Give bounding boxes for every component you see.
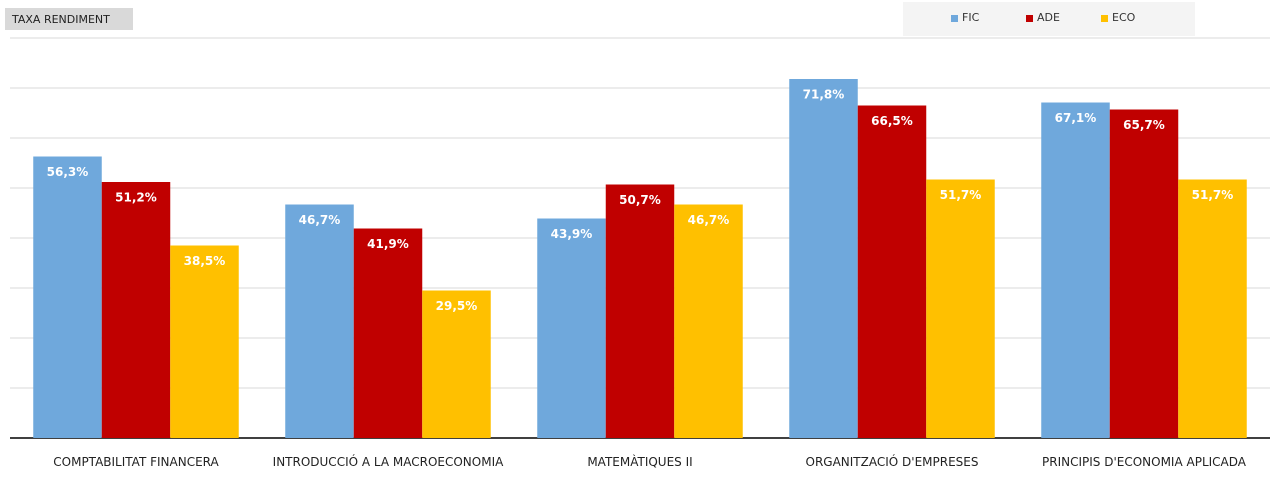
x-tick-label: PRINCIPIS D'ECONOMIA APLICADA [1042,455,1246,469]
bar [926,179,995,438]
x-tick-label: ORGANITZACIÓ D'EMPRESES [805,455,979,469]
legend-label: ADE [1037,11,1060,24]
legend-label: FIC [962,11,980,24]
value-label: 51,7% [940,188,982,202]
legend-swatch [1026,15,1033,22]
value-label: 71,8% [803,88,845,102]
value-label: 38,5% [184,254,226,268]
x-tick-label: MATEMÀTIQUES II [587,455,693,469]
value-label: 29,5% [436,299,478,313]
bar [605,184,675,438]
bar [674,204,743,438]
value-label: 46,7% [688,213,730,227]
bar [1041,102,1110,438]
bar [537,218,606,438]
bar [1109,109,1179,438]
value-label: 67,1% [1055,111,1097,125]
x-tick-label: INTRODUCCIÓ A LA MACROECONOMIA [272,455,504,469]
title-box [5,8,133,30]
bar [857,105,927,438]
value-label: 66,5% [871,114,913,128]
bar [285,204,354,438]
bar [789,79,858,438]
value-label: 50,7% [619,193,661,207]
bar [101,182,171,438]
value-label: 43,9% [551,227,593,241]
legend-swatch [951,15,958,22]
chart-title: TAXA RENDIMENT [11,13,110,26]
bar [170,245,239,438]
value-label: 51,7% [1192,188,1234,202]
legend-swatch [1101,15,1108,22]
value-label: 56,3% [47,165,89,179]
bar [353,228,423,438]
value-label: 46,7% [299,213,341,227]
value-label: 51,2% [115,191,157,205]
bar [422,290,491,438]
bar [1178,179,1247,438]
legend-label: ECO [1112,11,1136,24]
value-label: 65,7% [1123,118,1165,132]
bar [33,156,102,438]
x-tick-label: COMPTABILITAT FINANCERA [53,455,219,469]
value-label: 41,9% [367,237,409,251]
